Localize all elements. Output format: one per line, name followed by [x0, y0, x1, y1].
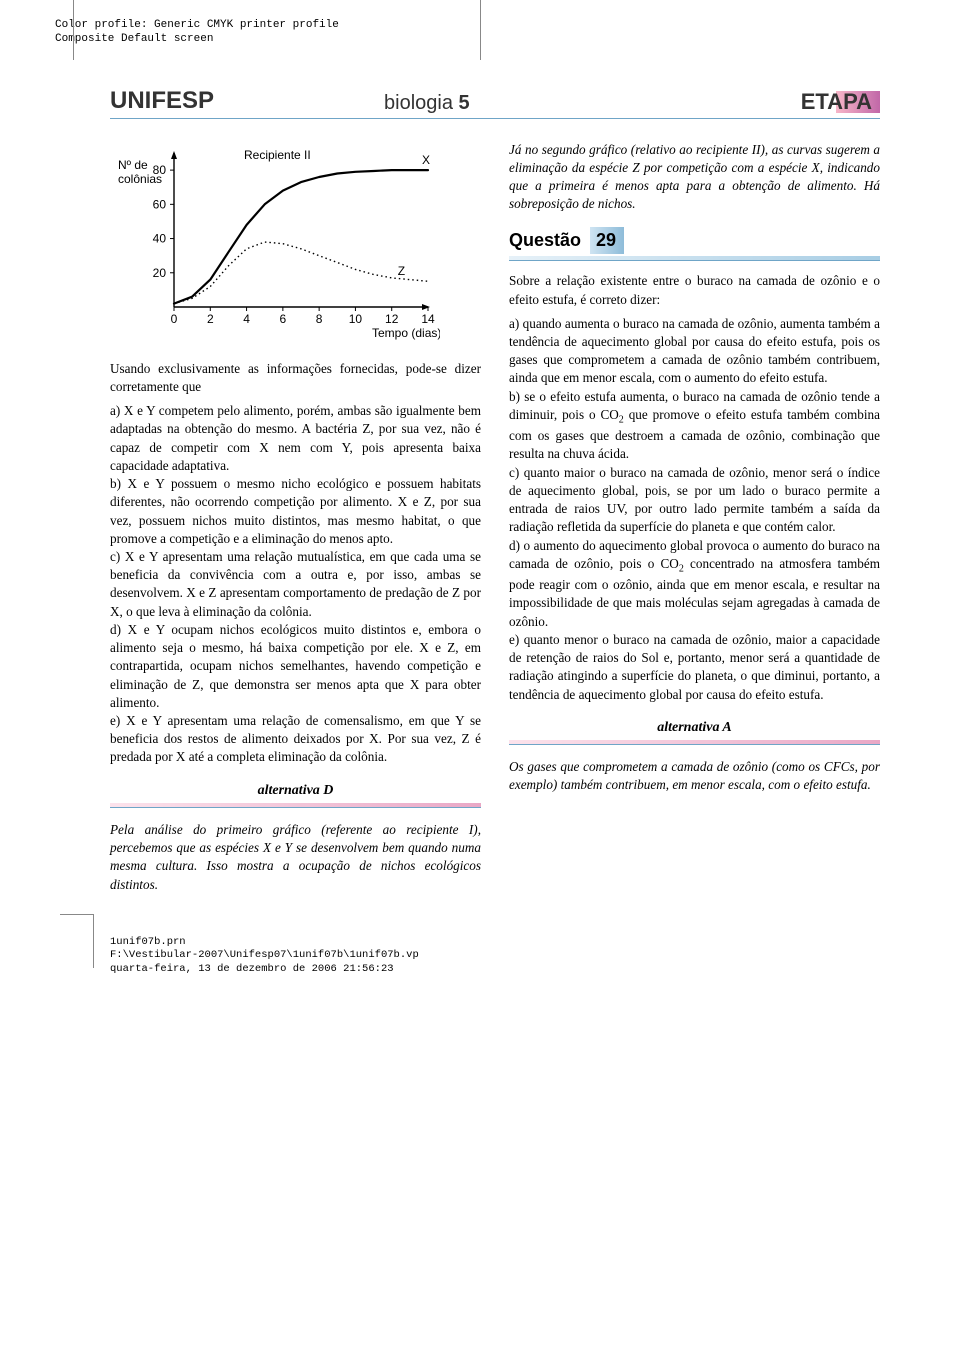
q29-alt-e: e) quanto menor o buraco na camada de oz… [509, 631, 880, 704]
footer-l1: 1unif07b.prn [110, 936, 960, 950]
subject-num: 5 [459, 92, 470, 114]
q29-intro: Sobre a relação existente entre o buraco… [509, 272, 880, 308]
meta-line1: Color profile: Generic CMYK printer prof… [55, 18, 960, 32]
svg-text:8: 8 [316, 312, 323, 326]
svg-text:6: 6 [280, 312, 287, 326]
svg-text:40: 40 [153, 231, 167, 245]
q29-alt-b: b) se o efeito estufa aumenta, o buraco … [509, 388, 880, 464]
q29-answer-label: alternativa A [509, 718, 880, 740]
svg-text:colônias: colônias [118, 172, 162, 186]
svg-text:0: 0 [171, 312, 178, 326]
q28-alt-d: d) X e Y ocupam nichos ecológicos muito … [110, 621, 481, 712]
q29-header: Questão 29 [509, 227, 880, 262]
svg-text:60: 60 [153, 197, 167, 211]
q29-alt-d: d) o aumento do aquecimento global provo… [509, 537, 880, 631]
q28-answer-text: Pela análise do primeiro gráfico (refere… [110, 821, 481, 894]
q29-word: Questão [509, 230, 581, 250]
svg-text:Nº de: Nº de [118, 158, 148, 172]
etapa-text: ETAPA [793, 87, 880, 116]
page-header: UNIFESP biologia 5 ETAPA [110, 87, 880, 115]
svg-text:X: X [422, 153, 430, 167]
q28-alt-b: b) X e Y possuem o mesmo nicho ecológico… [110, 475, 481, 548]
q29-label: Questão 29 [509, 228, 624, 252]
print-footer: 1unif07b.prn F:\Vestibular-2007\Unifesp0… [0, 914, 960, 977]
q28-answer-label: alternativa D [110, 781, 481, 803]
subject-text: biologia [384, 92, 459, 114]
q28-alt-e: e) X e Y apresentam uma relação de comen… [110, 712, 481, 767]
svg-text:20: 20 [153, 265, 167, 279]
q29-alt-a: a) quando aumenta o buraco na camada de … [509, 315, 880, 388]
svg-text:14: 14 [421, 312, 435, 326]
etapa-badge: ETAPA [793, 89, 880, 115]
q29-number: 29 [590, 227, 624, 254]
svg-text:Recipiente II: Recipiente II [244, 148, 311, 162]
svg-text:12: 12 [385, 312, 399, 326]
q28-answer-box: alternativa D [110, 781, 481, 811]
footer-l3: quarta-feira, 13 de dezembro de 2006 21:… [110, 963, 960, 977]
svg-text:Z: Z [398, 263, 405, 277]
subject-title: biologia 5 [384, 92, 470, 115]
q28-intro: Usando exclusivamente as informações for… [110, 360, 481, 396]
q29-answer-text: Os gases que comprometem a camada de ozô… [509, 758, 880, 794]
university-name: UNIFESP [110, 87, 214, 115]
svg-text:2: 2 [207, 312, 214, 326]
meta-line2: Composite Default screen [55, 32, 960, 46]
chart-recipiente-2: 2040608002468101214Nº decolôniasTempo (d… [110, 141, 481, 346]
svg-text:10: 10 [349, 312, 363, 326]
right-column: Já no segundo gráfico (relativo ao recip… [509, 141, 880, 894]
left-column: 2040608002468101214Nº decolôniasTempo (d… [110, 141, 481, 894]
q29-answer-box: alternativa A [509, 718, 880, 748]
svg-text:Tempo (dias): Tempo (dias) [372, 326, 440, 340]
q28-alt-c: c) X e Y apresentam uma relação mutualís… [110, 548, 481, 621]
q29-alt-c: c) quanto maior o buraco na camada de oz… [509, 464, 880, 537]
q28-answer-cont: Já no segundo gráfico (relativo ao recip… [509, 141, 880, 214]
footer-l2: F:\Vestibular-2007\Unifesp07\1unif07b\1u… [110, 949, 960, 963]
svg-text:4: 4 [243, 312, 250, 326]
q28-alt-a: a) X e Y competem pelo alimento, porém, … [110, 402, 481, 475]
chart-svg: 2040608002468101214Nº decolôniasTempo (d… [110, 141, 440, 341]
